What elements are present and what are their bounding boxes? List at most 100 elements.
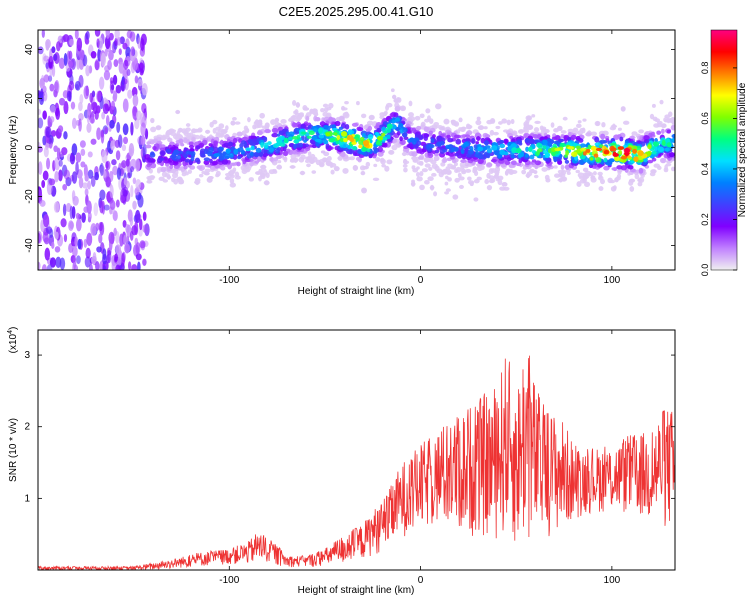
spectrogram-noise-cell [122, 98, 129, 113]
spectrogram-cell [647, 144, 652, 150]
spectrogram-cell [612, 185, 617, 191]
spectrogram-cell [149, 152, 156, 158]
spectrogram-cell [293, 122, 298, 128]
spectrogram-y-tick-label: 20 [24, 93, 35, 105]
spectrogram-cell [446, 170, 452, 175]
spectrogram-cell [582, 118, 587, 122]
spectrogram-cell [195, 128, 202, 133]
spectrogram-noise-cell [98, 233, 103, 244]
spectrogram-cell [473, 197, 479, 202]
spectrogram-cell [416, 149, 423, 154]
spectrogram-cell [344, 101, 349, 105]
spectrogram-cell [442, 168, 448, 175]
spectrogram-cell [416, 176, 423, 182]
spectrogram-cell [454, 177, 460, 183]
spectrogram-noise-cell [130, 121, 134, 136]
spectrogram-noise-cell [55, 107, 61, 120]
spectrogram-noise-cell [134, 118, 140, 130]
spectrogram-noise-cell [87, 211, 92, 221]
spectrogram-cell [590, 131, 598, 136]
spectrogram-noise-cell [123, 59, 129, 70]
spectrogram-cell [492, 131, 499, 136]
spectrogram-noise-cell [134, 221, 139, 236]
spectrogram-noise-cell [87, 180, 91, 190]
colorbar-label: Normalized spectral amplitude [737, 82, 748, 217]
spectrogram-cell [314, 117, 321, 122]
spectrogram-cell [196, 165, 203, 170]
spectrogram-noise-cell [117, 134, 123, 148]
spectrogram-cell [305, 115, 310, 122]
spectrogram-noise-cell [43, 74, 50, 83]
spectrogram-cell [475, 141, 479, 145]
spectrogram-cell [226, 148, 231, 154]
spectrogram-cell [247, 140, 253, 144]
spectrogram-cell [582, 167, 589, 173]
spectrogram-cell [381, 133, 386, 137]
spectrogram-noise-cell [105, 176, 111, 188]
spectrogram-cell [486, 184, 493, 191]
spectrogram-noise-cell [119, 233, 124, 247]
spectrogram-cell [399, 136, 403, 142]
spectrogram-cell [416, 166, 420, 170]
spectrogram-noise-cell [71, 190, 76, 202]
spectrogram-noise-cell [135, 158, 141, 172]
spectrogram-cell [425, 108, 431, 114]
spectrogram-cell [424, 118, 430, 123]
spectrogram-cell [533, 174, 539, 179]
spectrogram-cell [187, 169, 193, 174]
spectrogram-cell [326, 156, 332, 162]
spectrogram-cell [338, 126, 344, 130]
spectrogram-cell [182, 130, 189, 135]
spectrogram-noise-cell [115, 264, 121, 270]
spectrogram-cell [498, 121, 503, 125]
spectrogram-cell [445, 151, 450, 156]
spectrogram-noise-cell [45, 226, 53, 234]
spectrogram-cell [423, 136, 428, 141]
spectrogram-cell [469, 181, 474, 187]
spectrogram-cell [320, 150, 326, 154]
spectrogram-cell [360, 170, 366, 176]
spectrogram-noise-cell [98, 76, 105, 90]
spectrogram-cell [178, 138, 184, 145]
spectrogram-cell [589, 157, 594, 161]
spectrogram-noise-cell [116, 36, 122, 46]
spectrogram-noise-cell [90, 175, 96, 188]
spectrogram-cell [433, 191, 438, 197]
spectrogram-cell [229, 170, 234, 175]
spectrogram-noise-cell [42, 135, 47, 146]
spectrogram-cell [307, 151, 312, 157]
spectrogram-noise-cell [115, 150, 121, 161]
spectrogram-noise-cell [111, 159, 117, 166]
spectrogram-cell [212, 127, 217, 134]
spectrogram-cell [224, 152, 231, 159]
spectrogram-cell [291, 136, 299, 140]
spectrogram-cell [450, 147, 456, 153]
spectrogram-noise-cell [138, 62, 144, 71]
spectrogram-noise-cell [124, 243, 130, 254]
spectrogram-noise-cell [68, 60, 73, 69]
spectrogram-cell [652, 116, 658, 122]
spectrogram-cell [312, 136, 318, 140]
spectrogram-cell [247, 117, 251, 123]
spectrogram-noise-cell [122, 42, 128, 50]
spectrogram-noise-cell [139, 218, 143, 231]
snr-plot-area [38, 330, 675, 570]
spectrogram-noise-cell [68, 220, 74, 232]
spectrogram-cell [666, 129, 671, 134]
spectrogram-cell [365, 161, 371, 167]
spectrogram-cell [616, 168, 623, 173]
spectrogram-cell [176, 154, 182, 160]
spectrogram-cell [288, 131, 295, 137]
spectrogram-cell [308, 130, 315, 136]
spectrogram-cell [149, 140, 155, 145]
spectrogram-cell [419, 171, 424, 177]
spectrogram-cell [276, 133, 281, 137]
spectrogram-cell [313, 128, 318, 133]
spectrogram-cell [408, 100, 413, 107]
spectrogram-cell [643, 135, 650, 141]
spectrogram-noise-cell [58, 57, 65, 69]
spectrogram-noise-cell [112, 165, 119, 176]
spectrogram-cell [243, 141, 248, 148]
spectrogram-noise-cell [86, 232, 93, 246]
